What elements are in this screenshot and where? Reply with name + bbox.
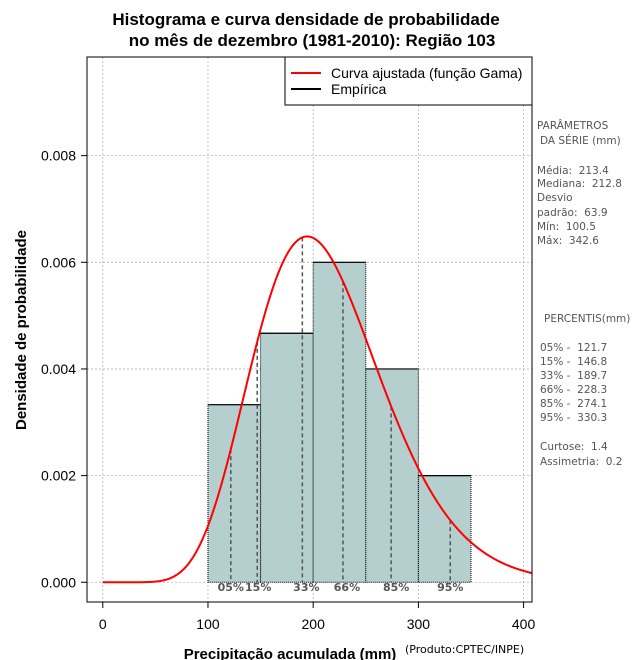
stat-min: Mín: 100.5 — [537, 221, 596, 233]
legend: Curva ajustada (função Gama) Empírica — [284, 56, 533, 106]
params-heading-2: DA SÉRIE (mm) — [540, 135, 621, 147]
y-tick-label: 0.008 — [41, 148, 76, 164]
legend-label-fit: Curva ajustada (função Gama) — [331, 65, 522, 81]
percentile-markers — [230, 237, 452, 583]
histogram-bar — [365, 368, 419, 583]
x-tick-label: 300 — [407, 616, 431, 632]
percentile-85: 85% - 274.1 — [540, 398, 608, 410]
y-tick-label: 0.006 — [41, 254, 76, 270]
y-axis-label: Densidade de probabilidade — [13, 230, 30, 430]
stat-curtose: Curtose: 1.4 — [540, 441, 608, 453]
gamma-curve-group — [102, 235, 533, 584]
credit-label: (Produto:CPTEC/INPE) — [405, 643, 524, 656]
percentile-marker-label: 85% — [383, 581, 409, 594]
y-tick-label: 0.000 — [41, 574, 76, 590]
histogram-bar — [312, 261, 367, 583]
x-tick-label: 0 — [99, 616, 107, 632]
stat-desvio-2: padrão: 63.9 — [537, 207, 608, 219]
percentile-95: 95% - 330.3 — [540, 412, 608, 424]
stat-desvio-1: Desvio — [537, 192, 573, 204]
percentile-marker-label: 33% — [293, 581, 319, 594]
percentile-66: 66% - 228.3 — [540, 384, 608, 396]
chart-title-line1: Histograma e curva densidade de probabil… — [112, 10, 499, 29]
stat-media: Média: 213.4 — [537, 165, 609, 177]
percentile-15: 15% - 146.8 — [540, 356, 608, 368]
histogram-bar — [260, 332, 314, 583]
legend-box — [284, 56, 533, 106]
percentile-05: 05% - 121.7 — [540, 342, 608, 354]
x-tick-label: 200 — [302, 616, 326, 632]
x-axis-label: Precipitação acumulada (mm) — [184, 646, 397, 660]
stat-mediana: Mediana: 212.8 — [537, 178, 622, 190]
legend-label-empirical: Empírica — [331, 81, 386, 97]
y-tick-label: 0.004 — [41, 361, 76, 377]
histogram-bar — [207, 404, 262, 583]
chart-title-line2: no mês de dezembro (1981-2010): Região 1… — [129, 31, 496, 50]
y-axis: 0.000 0.002 0.004 0.006 0.008 — [41, 148, 87, 590]
gamma-curve — [102, 235, 533, 584]
y-tick-label: 0.002 — [41, 468, 76, 484]
percentile-labels: 05% 15% 33% 66% 85% 95% — [218, 581, 464, 594]
percentile-marker-label: 95% — [437, 581, 463, 594]
percentile-marker-label: 05% — [218, 581, 244, 594]
percentile-marker-label: 66% — [334, 581, 360, 594]
percentile-marker-label: 15% — [245, 581, 271, 594]
stat-assimetria: Assimetria: 0.2 — [540, 456, 623, 468]
percentile-33: 33% - 189.7 — [540, 370, 608, 382]
histogram-bar — [417, 475, 472, 583]
percentis-heading: PERCENTIS(mm) — [544, 313, 631, 325]
stat-max: Máx: 342.6 — [537, 235, 599, 247]
histogram-bars — [207, 261, 472, 583]
params-heading-1: PARÂMETROS — [537, 120, 609, 132]
x-axis: 0 100 200 300 400 — [99, 602, 536, 632]
x-tick-label: 100 — [196, 616, 220, 632]
x-tick-label: 400 — [512, 616, 536, 632]
